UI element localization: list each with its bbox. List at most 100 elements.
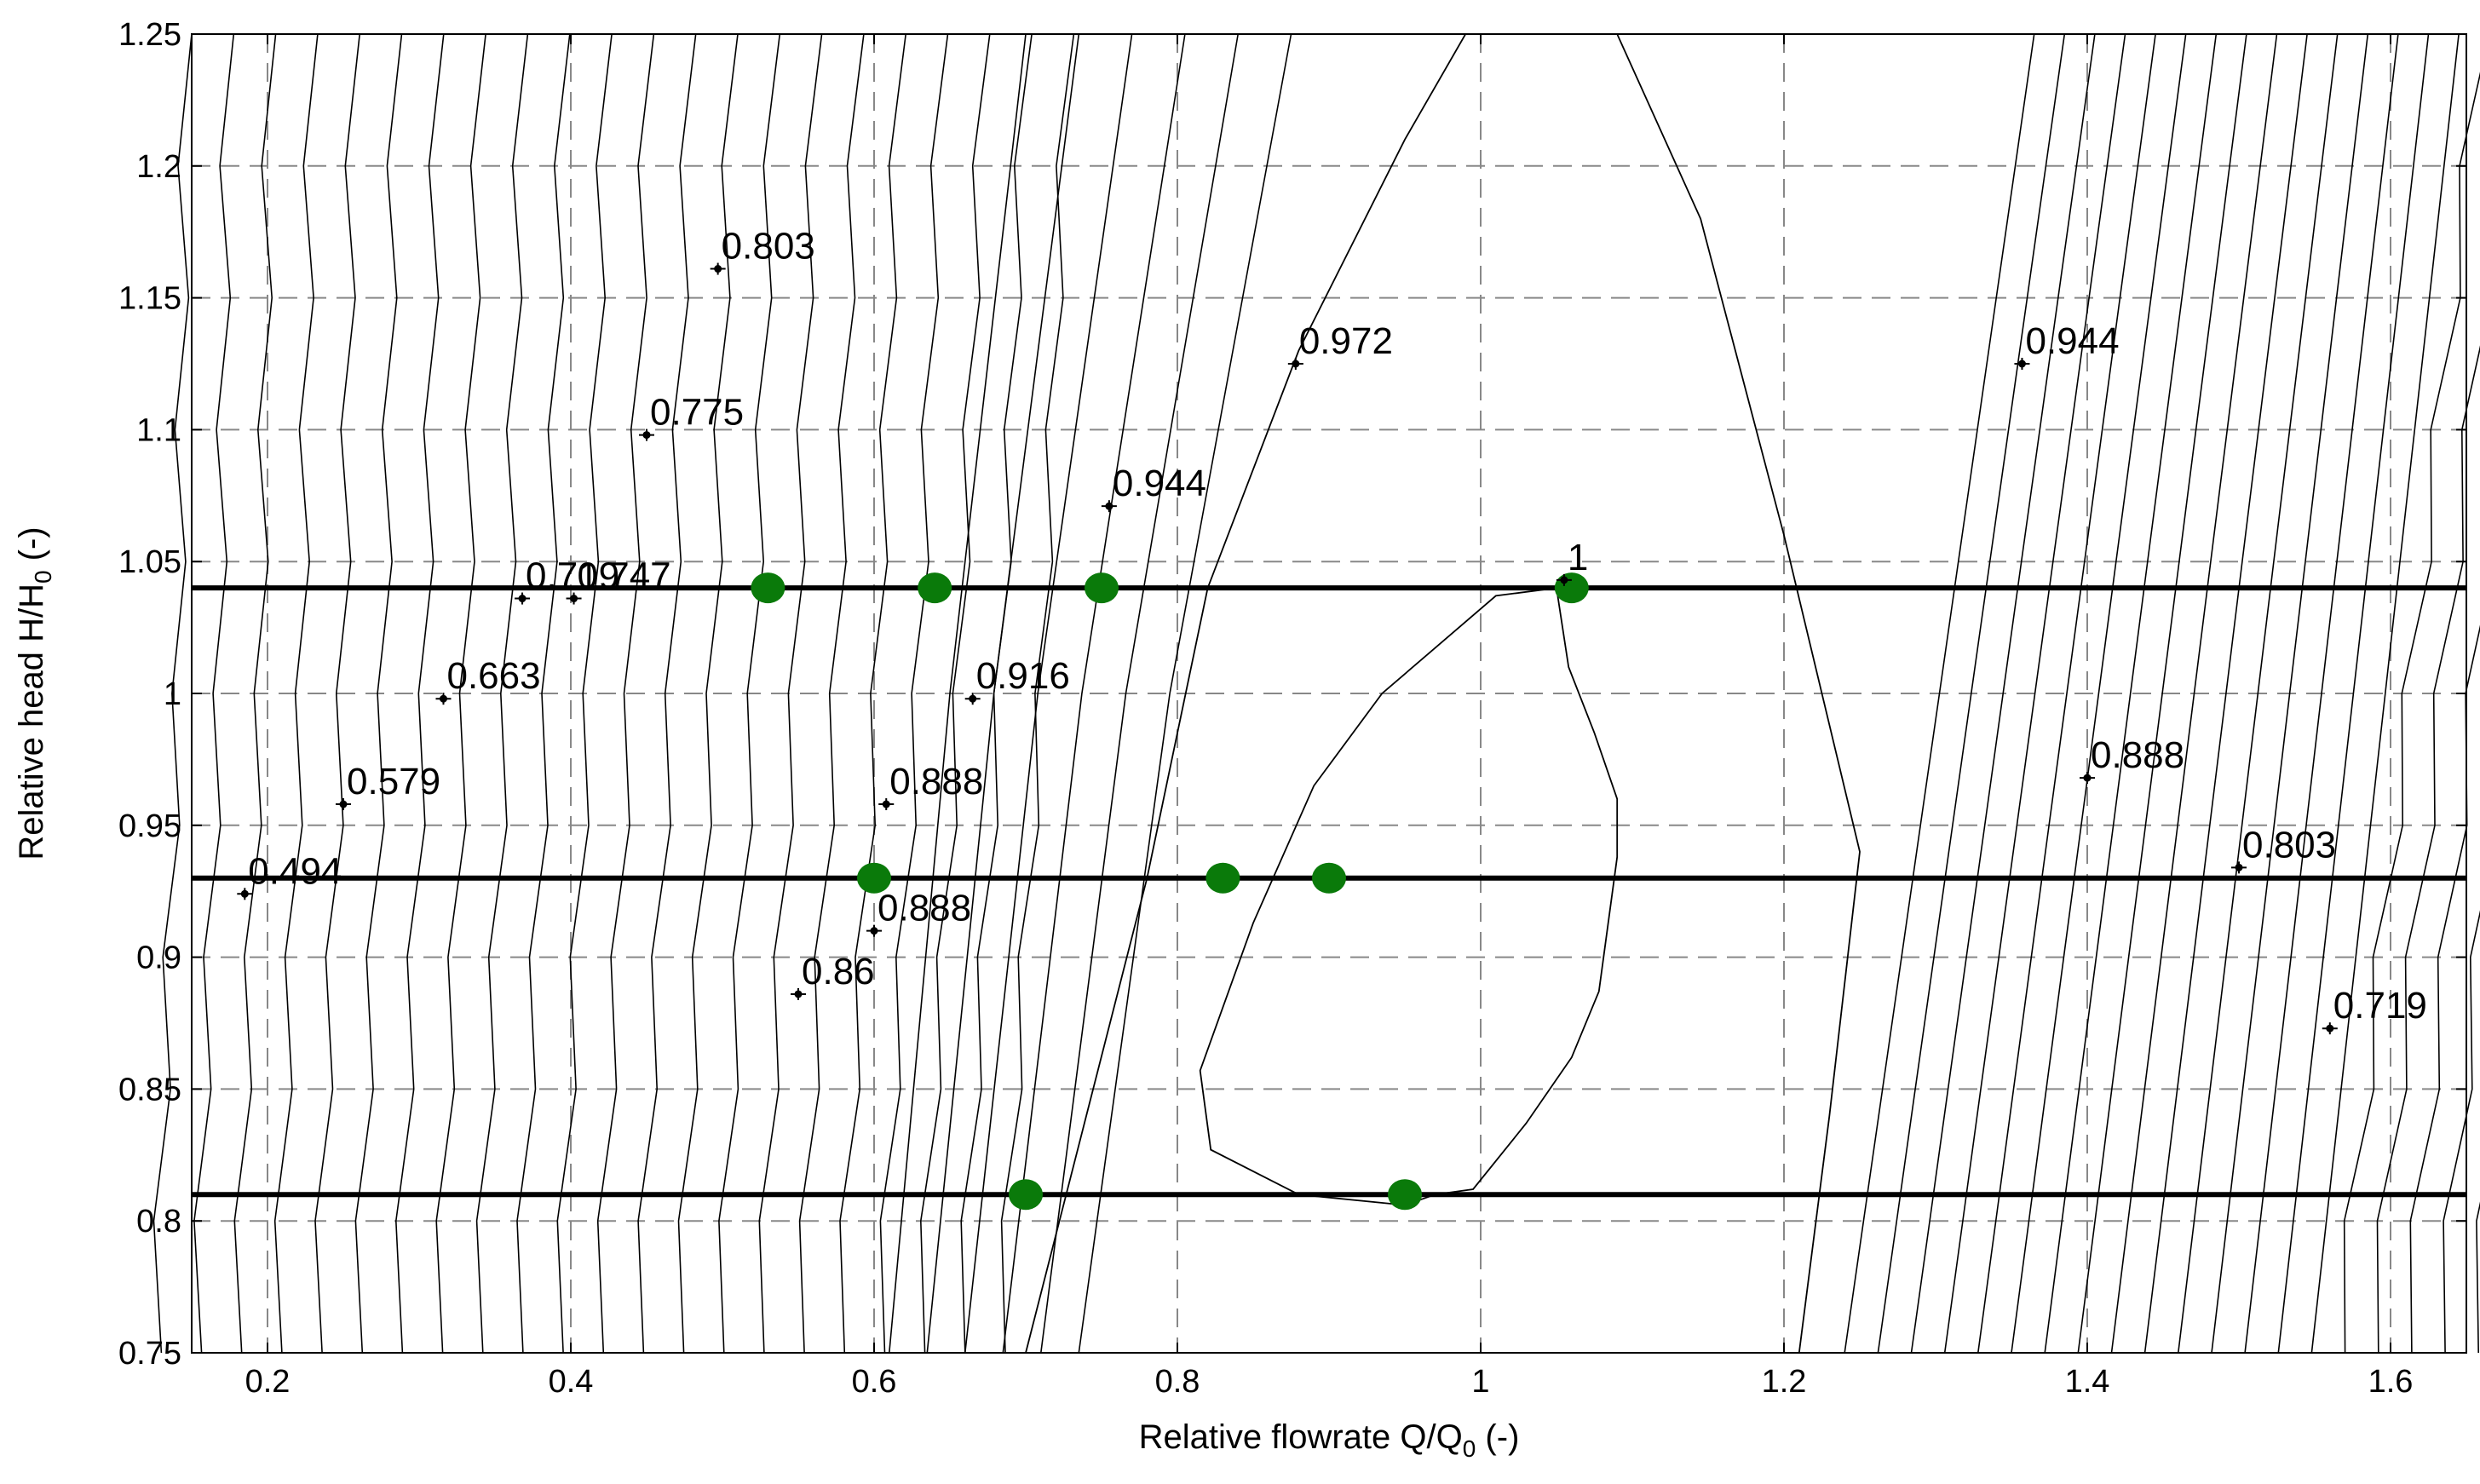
contour-line (677, 33, 739, 1354)
y-tick-label: 1.1 (136, 412, 181, 448)
label-marker-dot (1560, 576, 1568, 584)
contour-line (193, 33, 235, 1354)
contour-line (516, 33, 571, 1354)
operating-point (1388, 1179, 1422, 1211)
x-tick-label: 1.2 (1762, 1364, 1807, 1400)
contour-line (596, 33, 655, 1354)
label-marker-dot (339, 800, 348, 808)
contour-line (2343, 72, 2480, 1354)
y-tick-label: 0.9 (136, 940, 181, 976)
y-tick-label: 0.95 (118, 808, 181, 844)
operating-point (857, 862, 891, 894)
contour-line (2110, 33, 2278, 1354)
label-marker-dot (1105, 502, 1113, 510)
y-tick-label: 1.15 (118, 281, 181, 317)
label-marker-dot (240, 889, 249, 898)
y-tick-label: 0.8 (136, 1204, 181, 1240)
contour-line (1910, 33, 2096, 1354)
contour-line (1000, 33, 1075, 1354)
contour-label: 0.888 (2091, 734, 2184, 776)
y-axis-title: Relative head H/H0 (-) (13, 526, 56, 860)
contour-line (394, 33, 445, 1354)
contour-label: 0.579 (347, 761, 440, 802)
contour-line (2211, 33, 2369, 1354)
contour-label: 0.888 (889, 761, 983, 802)
label-marker-dot (642, 431, 651, 440)
contour-line (919, 33, 991, 1354)
label-marker-dot (2326, 1024, 2334, 1032)
operating-point (1312, 862, 1346, 894)
y-tick-label: 1.25 (118, 17, 181, 53)
operating-point (751, 572, 785, 604)
operating-point (1009, 1179, 1043, 1211)
y-tick-label: 1.05 (118, 544, 181, 580)
label-marker-dot (794, 990, 803, 998)
contour-label: 0.663 (446, 655, 540, 697)
label-marker-dot (882, 800, 890, 808)
contour-line (2277, 33, 2430, 1354)
contour-label: 0.803 (722, 226, 815, 267)
label-marker-dot (1292, 359, 1300, 368)
x-tick-label: 1.6 (2368, 1364, 2414, 1400)
contour-line (2310, 33, 2460, 1354)
operating-points (751, 572, 1589, 1211)
contour-line (1943, 33, 2126, 1354)
label-marker-dot (570, 595, 578, 603)
contour-label: 1 (1568, 537, 1588, 578)
contour-line (314, 33, 360, 1354)
contour-line (718, 33, 781, 1354)
x-tick-label: 0.4 (549, 1364, 594, 1400)
y-tick-label: 1.2 (136, 149, 181, 185)
contour-label: 0.719 (2333, 985, 2427, 1027)
contour-label: 0.944 (1113, 463, 1206, 504)
label-marker-dot (439, 694, 447, 703)
contour-line (475, 33, 529, 1354)
operating-point (918, 572, 952, 604)
contour-label: 0.775 (650, 392, 744, 434)
contour-line (2044, 33, 2218, 1354)
y-axis-ticks: 0.75 0.8 0.85 0.9 0.95 1 1.05 1.1 1.15 1.2 1.25 (118, 17, 2466, 1372)
contour-line (1078, 33, 1292, 1354)
contour-line (798, 33, 865, 1354)
contour-line (758, 33, 823, 1354)
contour-line (2077, 33, 2247, 1354)
x-tick-label: 0.6 (852, 1364, 897, 1400)
contour-line (152, 33, 193, 1354)
contour-line (964, 33, 1133, 1354)
label-marker-dot (969, 694, 977, 703)
contour-label: 0.916 (976, 655, 1070, 697)
contour-line (2443, 910, 2480, 1354)
operating-point (1205, 862, 1240, 894)
label-marker-dot (2017, 359, 2026, 368)
contour-line (2143, 33, 2308, 1354)
contour-label: 0.972 (1299, 320, 1393, 362)
x-tick-label: 1.4 (2065, 1364, 2110, 1400)
y-tick-label: 0.75 (118, 1336, 181, 1372)
contour-line (2244, 33, 2399, 1354)
y-tick-label: 0.85 (118, 1072, 181, 1107)
contour-line (839, 33, 906, 1354)
contour-line (889, 33, 1027, 1354)
label-marker-dot (518, 595, 526, 603)
label-marker-dot (870, 927, 878, 935)
contour-label: 0.803 (2242, 824, 2336, 866)
x-tick-label: 1 (1471, 1364, 1489, 1400)
contour-line (1040, 33, 1239, 1354)
contour-line (233, 33, 277, 1354)
operating-point (1085, 572, 1119, 604)
contour-line (556, 33, 613, 1354)
x-axis-ticks: 0.2 0.4 0.6 0.8 1 1.2 1.4 1.6 (245, 34, 2414, 1400)
contour-label: 0.747 (578, 555, 671, 597)
grid-lines (192, 33, 2466, 1354)
contour-line (637, 33, 697, 1354)
contour-line (879, 33, 949, 1354)
label-marker-dot (2235, 863, 2243, 871)
contour-label: 0.719 (526, 555, 619, 597)
contour-line (1877, 33, 2066, 1354)
contour-line (435, 33, 486, 1354)
x-tick-label: 0.2 (245, 1364, 291, 1400)
contour-line (273, 33, 319, 1354)
y-tick-label: 1 (164, 676, 181, 712)
